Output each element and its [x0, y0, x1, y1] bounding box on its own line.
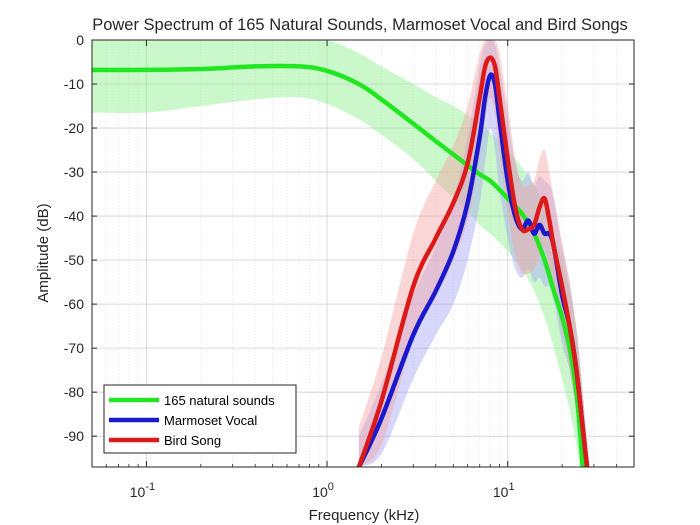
y-tick-label: -80 — [64, 384, 84, 400]
line-series-0 — [92, 63, 585, 467]
legend: 165 natural sounds Marmoset Vocal Bird Son… — [103, 384, 297, 454]
x-tick-label: 101 — [493, 481, 515, 500]
x-axis-label: Frequency (kHz) — [309, 507, 420, 524]
legend-label: 165 natural sounds — [164, 393, 275, 408]
x-tick-label: 10-1 — [130, 481, 155, 500]
x-tick-label: 100 — [312, 481, 334, 500]
legend-label: Bird Song — [164, 433, 221, 448]
y-tick-label: -50 — [64, 252, 84, 268]
y-tick-label: 0 — [76, 32, 84, 48]
axis-ticks: 0 -10 -20 -30 -40 -50 -60 -70 -80 -90 10-1 100 101 — [64, 32, 634, 500]
line-series-2 — [356, 55, 590, 467]
y-axis-label: Amplitude (dB) — [35, 203, 52, 302]
series-lines — [92, 55, 590, 467]
y-tick-label: -40 — [64, 208, 84, 224]
y-tick-label: -90 — [64, 428, 84, 444]
plot-border — [91, 39, 635, 468]
legend-label: Marmoset Vocal — [164, 413, 257, 428]
y-tick-label: -10 — [64, 76, 84, 92]
y-tick-label: -20 — [64, 120, 84, 136]
y-tick-label: -70 — [64, 340, 84, 356]
band-series-0 — [92, 40, 583, 467]
y-tick-label: -30 — [64, 164, 84, 180]
y-tick-label: -60 — [64, 296, 84, 312]
band-series-1 — [358, 40, 588, 467]
chart-title: Power Spectrum of 165 Natural Sounds, Ma… — [92, 16, 628, 34]
